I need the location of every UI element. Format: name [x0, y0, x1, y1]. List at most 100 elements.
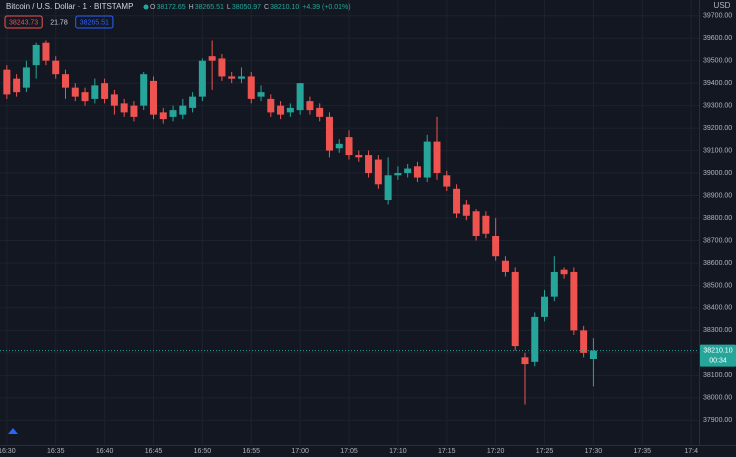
candle-body — [492, 235, 500, 257]
x-tick-label: 17:30 — [585, 448, 603, 455]
x-tick-label: 16:40 — [96, 448, 114, 455]
candle-body — [443, 175, 451, 187]
y-tick-label: 39200.00 — [703, 125, 732, 132]
candle-body — [501, 260, 509, 272]
candle-body — [62, 74, 70, 88]
y-tick-label: 38000.00 — [703, 395, 732, 402]
x-tick-label: 17:05 — [340, 448, 358, 455]
candle-body — [149, 80, 157, 115]
y-tick-label: 39600.00 — [703, 35, 732, 42]
status-dot — [143, 4, 149, 10]
candle-body — [482, 215, 490, 234]
candle-body — [365, 155, 373, 174]
badge-label: 38243.73 — [9, 19, 38, 26]
candle-body — [306, 101, 314, 111]
x-tick-label: 17:00 — [291, 448, 309, 455]
candle-body — [413, 166, 421, 178]
y-tick-label: 39700.00 — [703, 13, 732, 20]
candle-body — [286, 107, 294, 113]
candle-body — [433, 141, 441, 174]
candle-body — [404, 168, 412, 174]
y-tick-label: 37900.00 — [703, 417, 732, 424]
x-tick-label: 17:20 — [487, 448, 505, 455]
candle-body — [179, 105, 187, 115]
candle-body — [237, 76, 245, 79]
y-tick-label: 39300.00 — [703, 102, 732, 109]
candle-body — [169, 110, 177, 117]
badge-label: 21.78 — [50, 19, 68, 26]
logo — [8, 428, 18, 434]
price-tag-label: 38210.10 — [703, 347, 732, 354]
ohlc-value: 38050.97 — [232, 4, 261, 11]
candle-body — [189, 96, 197, 108]
candle-body — [316, 107, 324, 117]
candle-body — [472, 211, 480, 236]
candle-body — [462, 204, 470, 216]
price-tag — [700, 344, 736, 367]
candle-body — [81, 92, 89, 102]
y-tick-label: 39400.00 — [703, 80, 732, 87]
countdown: 00:34 — [709, 357, 727, 364]
x-tick-label: 17:35 — [634, 448, 652, 455]
candle-body — [570, 271, 578, 331]
y-tick-label: 38900.00 — [703, 192, 732, 199]
x-tick-label: 17:15 — [438, 448, 456, 455]
candle-body — [91, 85, 99, 99]
candle-body — [228, 76, 236, 79]
x-tick-label: 16:35 — [47, 448, 65, 455]
candle-body — [423, 141, 431, 178]
y-tick-label: 39100.00 — [703, 147, 732, 154]
candle-body — [257, 92, 265, 97]
y-tick-label: 38500.00 — [703, 282, 732, 289]
candle-body — [296, 83, 304, 111]
ohlc-value: 38265.51 — [195, 4, 224, 11]
candle-body — [531, 316, 539, 362]
candle-body — [267, 98, 275, 113]
candle-body — [198, 60, 206, 97]
candle-body — [335, 143, 343, 149]
candle-body — [453, 188, 461, 214]
ohlc-key: O — [150, 4, 156, 11]
candle-body — [42, 42, 50, 61]
candle-body — [394, 173, 402, 176]
x-tick-label: 17:4 — [684, 448, 698, 455]
y-tick-label: 39500.00 — [703, 58, 732, 65]
change: +4.39 (+0.01%) — [302, 4, 350, 11]
candle-body — [140, 74, 148, 106]
y-tick-label: 38400.00 — [703, 305, 732, 312]
chart-title: Bitcoin / U.S. Dollar · 1 · BITSTAMP — [6, 2, 133, 11]
candle-body — [589, 350, 597, 360]
x-tick-label: 16:50 — [194, 448, 212, 455]
candle-body — [52, 60, 60, 75]
x-tick-label: 17:10 — [389, 448, 407, 455]
y-tick-label: 39000.00 — [703, 170, 732, 177]
ohlc-key: H — [189, 4, 194, 11]
x-tick-label: 16:30 — [0, 448, 16, 455]
candle-body — [374, 159, 382, 185]
y-tick-label: 38600.00 — [703, 260, 732, 267]
badge-label: 38265.51 — [80, 19, 109, 26]
candle-body — [22, 67, 30, 88]
candle-body — [521, 357, 529, 365]
candle-body — [71, 87, 79, 97]
candle-body — [247, 76, 255, 99]
y-tick-label: 38100.00 — [703, 372, 732, 379]
candle-body — [325, 116, 333, 151]
candle-body — [560, 269, 568, 275]
x-tick-label: 16:45 — [145, 448, 163, 455]
candle-body — [345, 137, 353, 156]
ohlc-key: L — [227, 4, 231, 11]
candle-body — [13, 78, 21, 93]
candle-body — [277, 105, 285, 115]
candle-body — [159, 112, 167, 120]
x-tick-label: 16:55 — [242, 448, 260, 455]
y-tick-label: 38700.00 — [703, 237, 732, 244]
candle-body — [3, 69, 11, 95]
candle-body — [355, 155, 363, 158]
ohlc-value: 38210.10 — [270, 4, 299, 11]
y-tick-label: 38300.00 — [703, 327, 732, 334]
candle-body — [208, 56, 216, 61]
badge-box — [4, 15, 43, 29]
